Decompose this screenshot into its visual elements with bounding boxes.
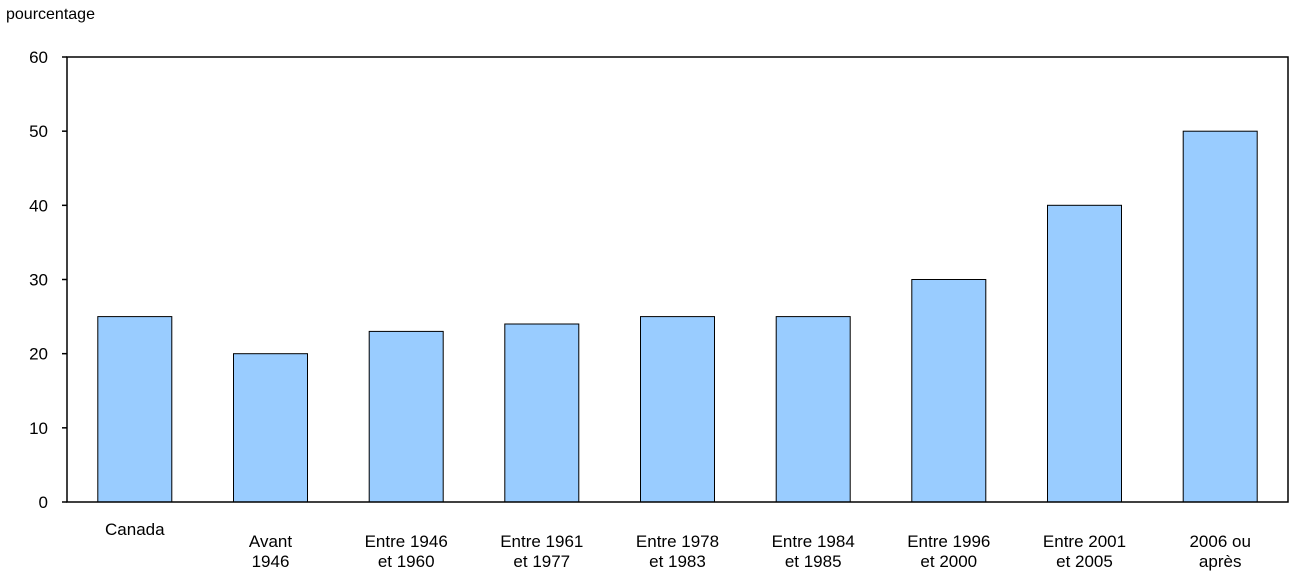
x-tick-label-5: Entre 1984 et 1985 [772, 532, 855, 571]
x-labels-group: Canada Avant 1946 Entre 1946 et 1960 Entre 19… [105, 520, 1251, 571]
bar-2 [369, 331, 443, 502]
x-tick-label-0: Canada [105, 520, 165, 539]
bars-group [98, 131, 1257, 502]
bar-7 [1048, 205, 1122, 502]
y-tick-label-5: 50 [29, 122, 48, 141]
y-tick-label-0: 0 [39, 493, 48, 512]
y-tick-label-1: 10 [29, 419, 48, 438]
x-tick-label-8: 2006 ou après [1189, 532, 1250, 571]
x-tick-label-2: Entre 1946 et 1960 [365, 532, 448, 571]
bar-4 [641, 317, 715, 502]
y-tick-label-2: 20 [29, 345, 48, 364]
x-tick-label-4: Entre 1978 et 1983 [636, 532, 719, 571]
bar-3 [505, 324, 579, 502]
y-ticks-group: 0 10 20 30 40 50 60 [29, 48, 67, 512]
bar-6 [912, 280, 986, 503]
x-tick-label-6: Entre 1996 et 2000 [907, 532, 990, 571]
y-tick-label-6: 60 [29, 48, 48, 67]
bar-0 [98, 317, 172, 502]
bar-8 [1183, 131, 1257, 502]
x-tick-label-7: Entre 2001 et 2005 [1043, 532, 1126, 571]
x-tick-label-3: Entre 1961 et 1977 [500, 532, 583, 571]
y-tick-label-3: 30 [29, 271, 48, 290]
bar-1 [234, 354, 308, 502]
bar-5 [776, 317, 850, 502]
y-tick-label-4: 40 [29, 196, 48, 215]
x-tick-label-1: Avant 1946 [249, 532, 292, 571]
